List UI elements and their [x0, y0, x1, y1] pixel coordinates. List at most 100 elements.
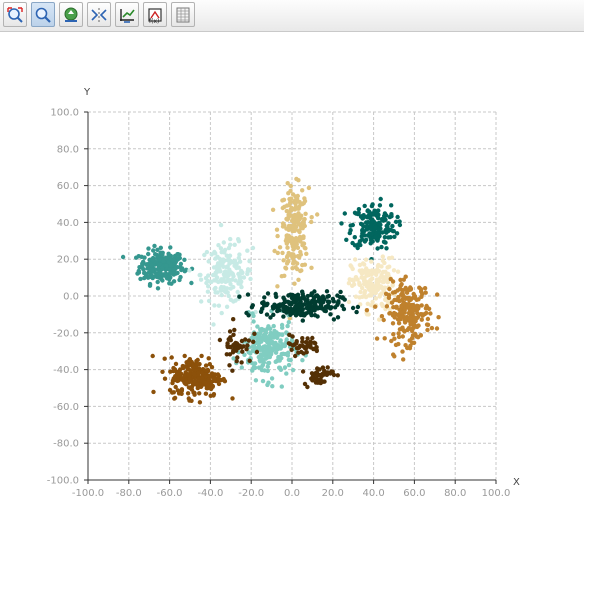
scatter-point [297, 345, 302, 350]
scatter-point [272, 344, 277, 350]
scatter-point [309, 219, 314, 225]
scatter-point [381, 278, 386, 284]
scatter-point [285, 245, 290, 250]
y-tick-label: -60.0 [53, 402, 79, 413]
scatter-point [301, 234, 306, 239]
scatter-point [217, 337, 223, 343]
scatter-point [237, 294, 242, 299]
scatter-point [347, 277, 352, 282]
scatter-point [399, 304, 404, 309]
scatter-point [384, 246, 389, 251]
data-table-button[interactable] [171, 2, 195, 27]
scatter-point [317, 367, 322, 372]
axis-settings-button[interactable] [115, 2, 139, 27]
scatter-point [302, 223, 307, 229]
scatter-point [248, 351, 253, 356]
scatter-point [158, 245, 163, 250]
scatter-point [290, 334, 295, 339]
scatter-point [270, 207, 276, 212]
scatter-point [375, 264, 381, 269]
reset-zoom-button[interactable] [87, 2, 111, 27]
scatter-point [289, 338, 295, 343]
scatter-point [244, 347, 249, 352]
scatter-point [294, 224, 299, 230]
scatter-point [312, 302, 317, 307]
scatter-point [301, 311, 307, 316]
plot-toolbar: f(x) [0, 0, 584, 32]
scatter-point [160, 252, 165, 258]
scatter-point [383, 217, 388, 222]
zoom-region-button[interactable] [3, 2, 27, 27]
scatter-point [120, 254, 126, 260]
scatter-point [394, 231, 400, 236]
scatter-point [322, 308, 327, 313]
scatter-point [293, 236, 299, 241]
scatter-point [404, 290, 410, 295]
scatter-point [171, 390, 176, 395]
scatter-point [161, 258, 166, 264]
scatter-point [225, 341, 230, 346]
scatter-point [306, 309, 311, 314]
scatter-point [298, 268, 303, 274]
scatter-point [392, 234, 397, 239]
scatter-point [142, 270, 147, 276]
scatter-point [232, 327, 237, 333]
scatter-point [227, 261, 232, 266]
scatter-point [296, 277, 301, 282]
scatter-point [187, 376, 192, 382]
scatter-point [331, 372, 337, 378]
zoom-button[interactable] [31, 2, 55, 27]
scatter-point [382, 285, 387, 290]
scatter-point [286, 300, 292, 305]
scatter-point [376, 212, 381, 217]
scatter-point [260, 300, 265, 306]
scatter-point [165, 255, 170, 260]
scatter-point [289, 347, 294, 352]
scatter-point [424, 322, 430, 327]
scatter-point [378, 275, 383, 280]
scatter-point [226, 293, 231, 299]
scatter-point [397, 327, 403, 332]
scatter-point [400, 290, 405, 295]
scatter-point [235, 289, 240, 295]
scatter-point [408, 343, 413, 348]
scatter-point [428, 311, 433, 316]
scatter-point [203, 363, 209, 368]
scatter-point [288, 183, 293, 189]
scatter-point [147, 283, 153, 288]
y-tick-label: -40.0 [53, 365, 79, 376]
scatter-point [304, 305, 309, 311]
scatter-point [394, 305, 399, 310]
scatter-point [259, 353, 264, 359]
scatter-point [215, 261, 221, 266]
scatter-point [191, 371, 197, 377]
scatter-point [296, 211, 301, 216]
scatter-point [312, 313, 318, 318]
scatter-point [197, 400, 203, 405]
scatter-point [224, 352, 229, 357]
scatter-point [405, 345, 410, 351]
scatter-point [281, 258, 286, 263]
edit-plot-button[interactable]: f(x) [143, 2, 167, 27]
pan-button[interactable] [59, 2, 83, 27]
scatter-point [401, 327, 406, 333]
scatter-point [395, 288, 400, 293]
scatter-point [213, 290, 218, 295]
scatter-point [251, 365, 256, 370]
scatter-point [292, 259, 298, 265]
scatter-point [211, 392, 217, 397]
scatter-point [297, 199, 302, 205]
scatter-point [429, 325, 435, 331]
scatter-point [284, 208, 289, 214]
scatter-point [358, 221, 364, 227]
scatter-point [162, 376, 168, 381]
scatter-point [219, 292, 224, 298]
scatter-point [295, 206, 300, 211]
scatter-point [232, 242, 237, 247]
scatter-point [377, 203, 383, 208]
scatter-point [275, 284, 280, 289]
scatter-point [157, 262, 162, 267]
scatter-point [216, 381, 222, 387]
scatter-point [230, 396, 235, 401]
scatter-point [423, 290, 428, 295]
